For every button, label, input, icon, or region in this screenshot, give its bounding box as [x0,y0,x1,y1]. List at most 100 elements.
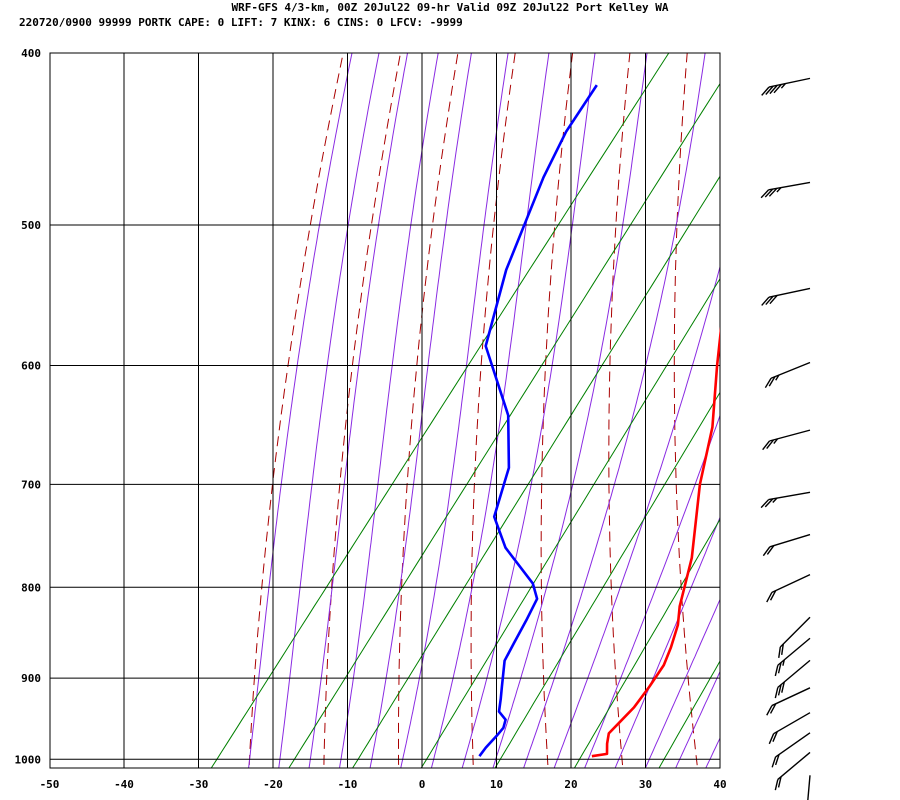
barb-staff [768,491,811,501]
moist-adiabat [248,53,353,768]
pressure-tick-label: 800 [21,581,41,594]
barb-staff [769,533,811,548]
barb-feather [768,187,778,197]
barb-feather [769,84,778,95]
barb-feather [769,703,777,714]
mixing-ratio-line [352,175,720,768]
moist-adiabat [430,53,550,768]
barb-staff [771,687,811,707]
barb-feather [766,705,773,716]
dry-adiabat [398,53,459,768]
pressure-tick-label: 700 [21,478,41,491]
barb-staff [768,77,811,88]
profiles [478,84,720,758]
mixing-ratio-line [732,34,900,797]
wind-barb [768,712,811,745]
pressure-tick-label: 900 [21,672,41,685]
wind-barb [771,732,811,768]
x-tick-label: 10 [490,778,503,791]
pressure-tick-label: 600 [21,360,41,373]
barb-feather [774,687,779,699]
dry-adiabat [540,53,574,768]
wind-barb [778,616,811,658]
wind-barb [761,287,811,306]
pressure-tick-label: 500 [21,219,41,232]
barb-half-feather [776,187,782,193]
barb-feather [766,545,775,555]
barb-feather [769,590,777,601]
barb-feather [764,377,772,389]
barb-feather [761,296,770,306]
barb-feather [764,188,774,198]
wind-barb [766,687,811,716]
dewpoint-profile [478,84,598,757]
barb-staff [777,659,811,688]
dry-adiabat [799,34,852,797]
mixing-ratio-line [288,82,720,768]
dry-adiabat [738,34,777,797]
barb-feather [766,592,773,603]
x-tick-label: 40 [713,778,726,791]
wind-barb [774,751,811,791]
barb-half-feather [772,497,778,504]
x-tick-label: -10 [338,778,358,791]
x-tick-label: -40 [114,778,134,791]
wind-barb [774,659,811,699]
moist-adiabat [705,736,720,768]
barb-staff [777,751,811,780]
mixing-ratio-line [823,34,900,797]
moist-adiabat [369,53,472,768]
wind-barb [760,491,811,509]
x-tick-label: 30 [639,778,652,791]
x-tick-label: 0 [419,778,426,791]
barb-feather [761,86,770,96]
dry-adiabat [608,53,631,768]
barb-feather [760,189,770,199]
moist-adiabat [614,516,720,768]
mixing-ratio-line [420,277,720,768]
moist-adiabat [722,34,900,797]
barb-feather [777,684,782,696]
barb-feather [768,376,776,387]
barb-feather [777,662,782,674]
mixing-ratio-line [573,518,720,768]
barb-feather [774,779,779,791]
moist-adiabat [584,414,720,768]
barb-feather [762,546,771,557]
pressure-tick-label: 400 [21,47,41,60]
dry-adiabat [470,53,516,768]
barb-feather [778,646,781,658]
wind-barb [766,573,811,603]
dry-adiabat [248,53,344,768]
mixing-ratio-line [494,391,720,768]
tick-labels: -50 -40 -30 -20 -10 0 10 20 30 40 400 500 600 700 800 9… [15,47,727,791]
barb-feather [774,665,779,677]
barb-feather [765,85,774,95]
wind-barb [760,181,811,199]
barb-staff [777,637,811,666]
dry-adiabat [859,34,900,797]
moist-adiabat [675,670,720,768]
chart-title: WRF-GFS 4/3-km, 00Z 20Jul22 09-hr Valid … [231,1,668,14]
barb-feather [768,733,775,745]
barb-feather [766,439,775,450]
moist-adiabat [339,53,439,768]
barb-half-feather [773,438,779,445]
barb-feather [769,294,778,305]
wind-barb [762,429,811,451]
barb-staff [768,181,811,191]
barb-half-feather [775,374,780,381]
barb-feather [781,681,785,693]
moist-adiabat [553,264,720,768]
barb-staff [773,712,811,735]
barb-feather [774,754,780,766]
x-tick-label: -30 [189,778,209,791]
dry-adiabat [673,53,699,768]
dry-adiabat [323,53,402,768]
x-tick-label: -20 [263,778,283,791]
barb-feather [772,731,778,742]
x-tick-label: -50 [40,778,60,791]
barb-staff [770,361,811,379]
plot-frame [49,52,721,769]
mixing-ratio-line [658,660,720,768]
